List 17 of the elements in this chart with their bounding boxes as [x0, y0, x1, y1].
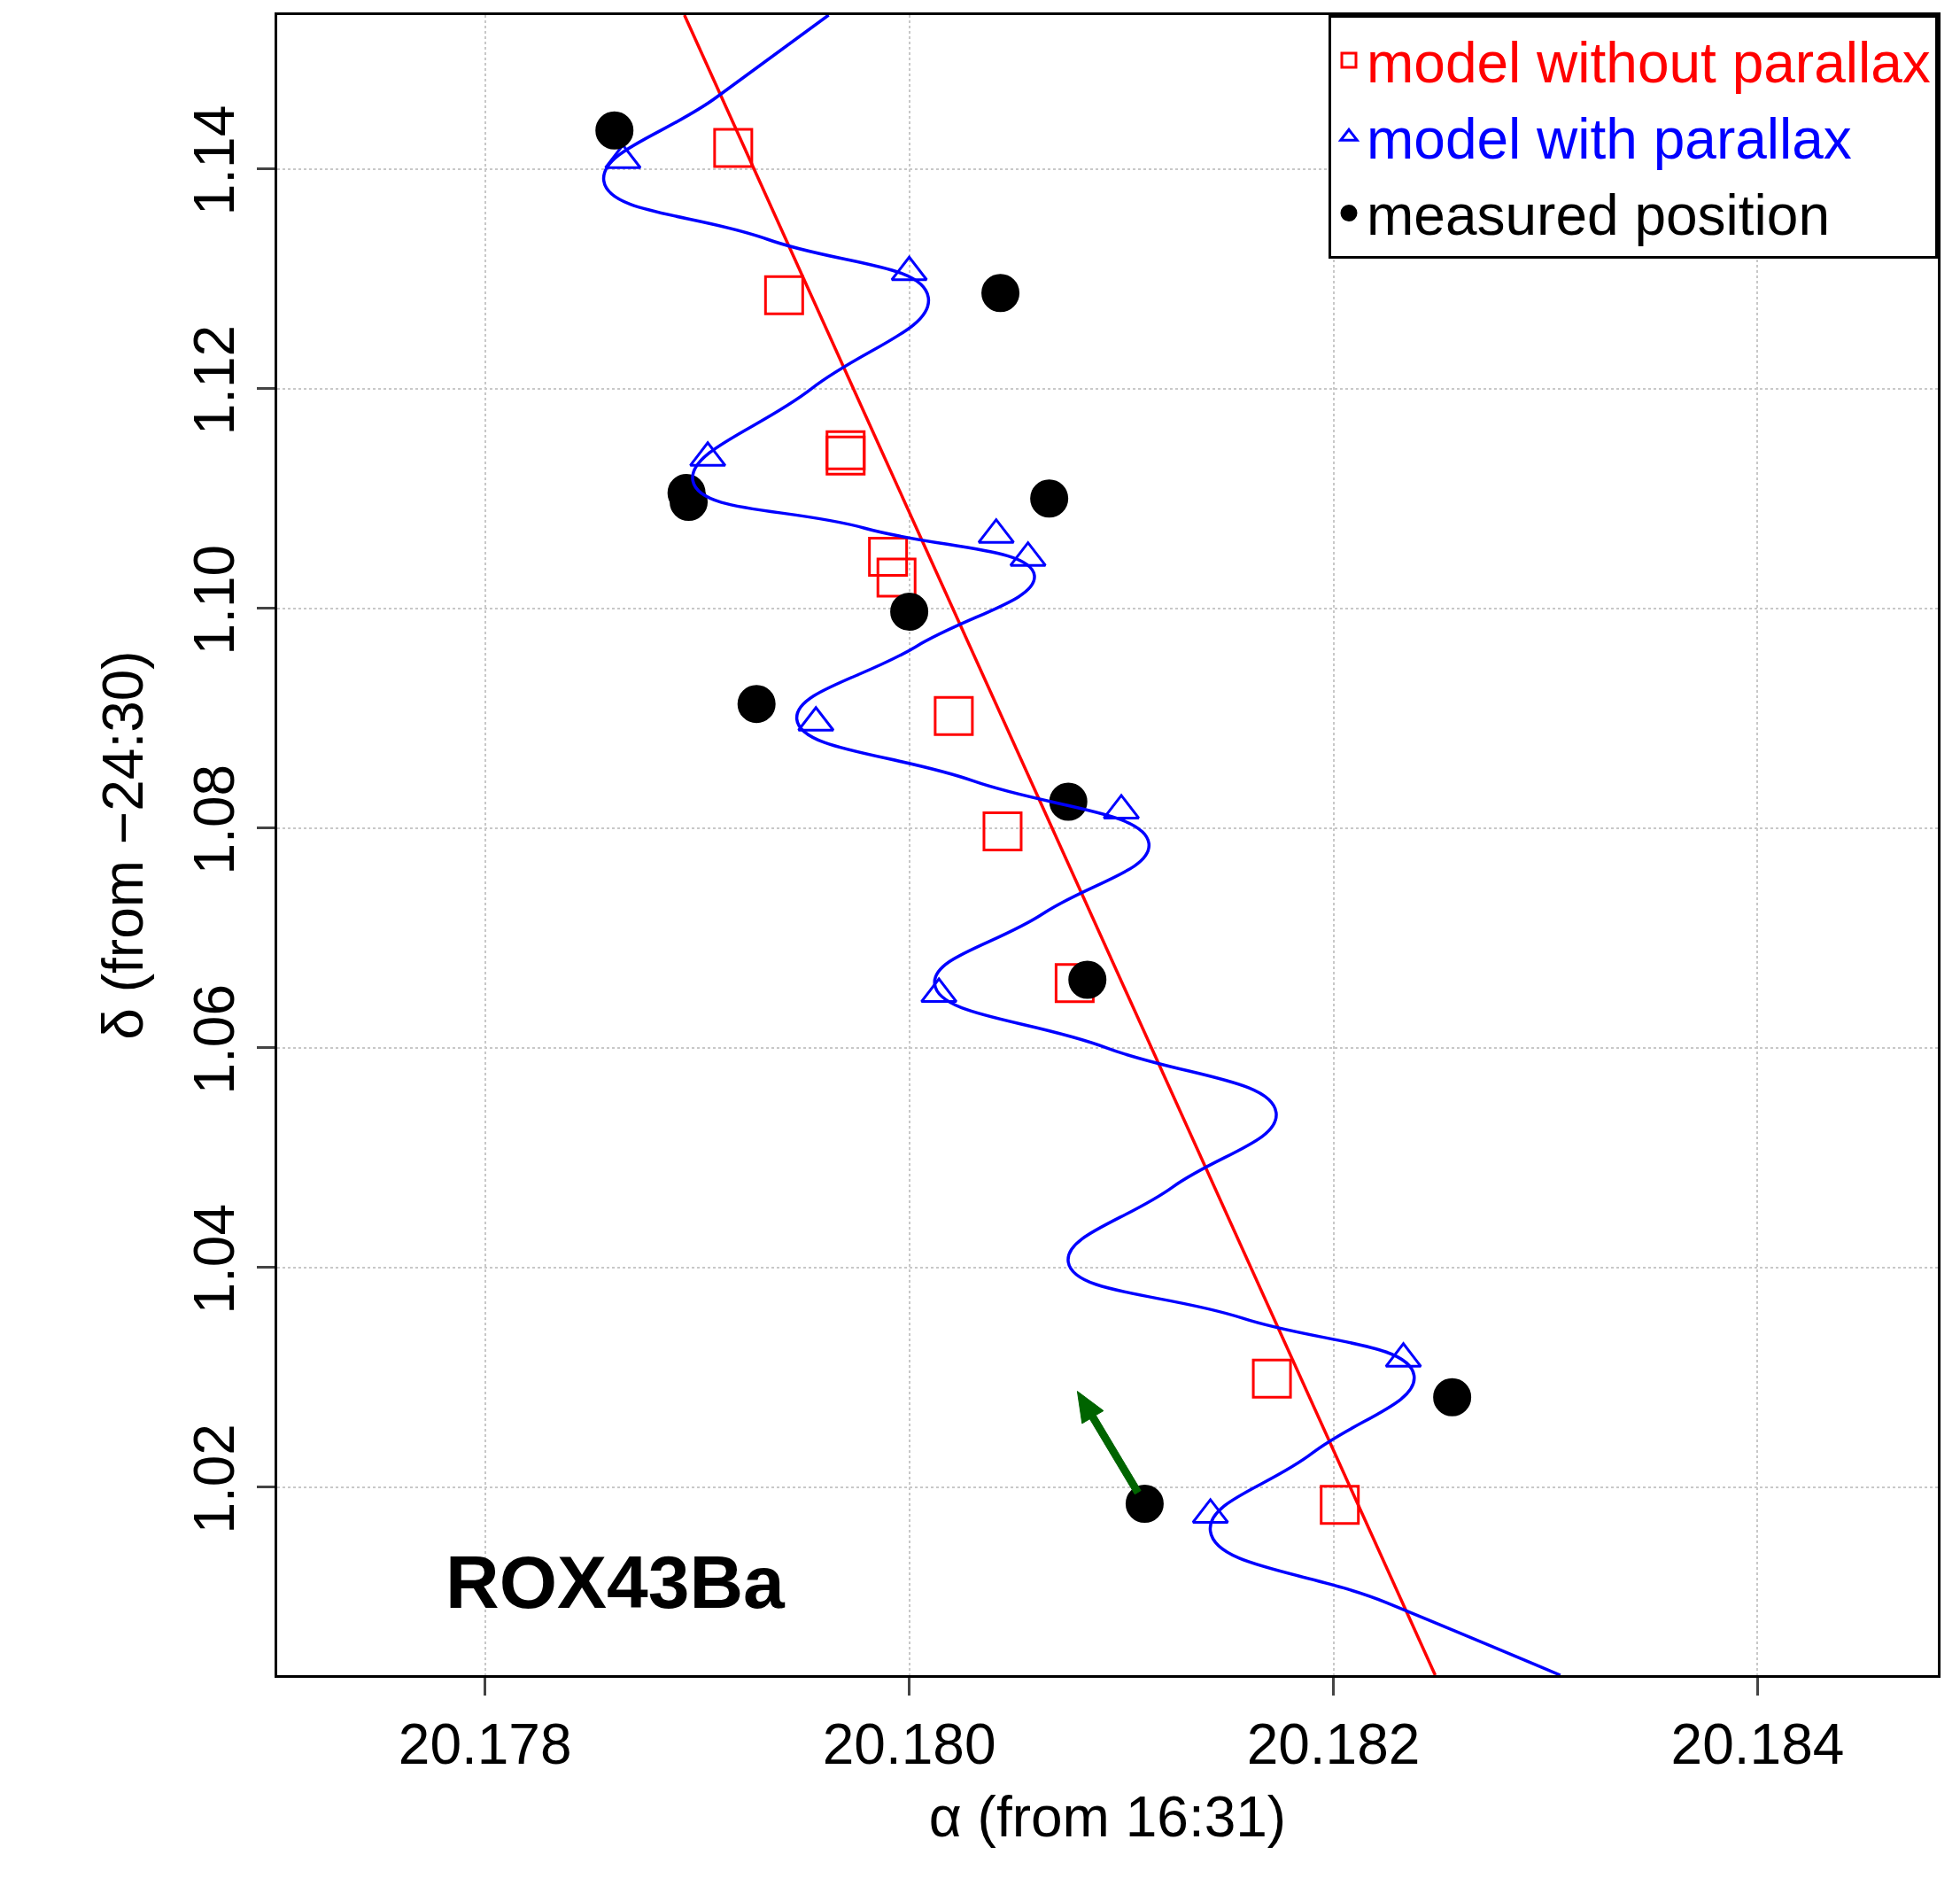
y-tick-label: 1.06 — [182, 983, 247, 1095]
y-tick-label: 1.08 — [182, 764, 247, 875]
y-tick-label: 1.14 — [182, 105, 247, 216]
x-axis-title: α (from 16:31) — [928, 1785, 1287, 1850]
y-axis-title: δ (from −24:30) — [90, 650, 155, 1040]
y-tick-label: 1.10 — [182, 544, 247, 656]
x-tick-label: 20.182 — [1246, 1711, 1421, 1776]
y-tick-label: 1.02 — [182, 1424, 247, 1534]
x-tick-label: 20.178 — [398, 1711, 572, 1776]
x-tick-label: 20.184 — [1670, 1711, 1845, 1776]
legend-label: measured position — [1367, 183, 1830, 248]
legend-label: model without parallax — [1367, 31, 1931, 96]
x-tick-label: 20.180 — [822, 1711, 996, 1776]
annotation: ROX43Ba — [445, 1541, 786, 1624]
y-tick-label: 1.12 — [182, 324, 247, 436]
legend-label: model with parallax — [1367, 107, 1852, 172]
y-tick-label: 1.04 — [182, 1203, 247, 1315]
